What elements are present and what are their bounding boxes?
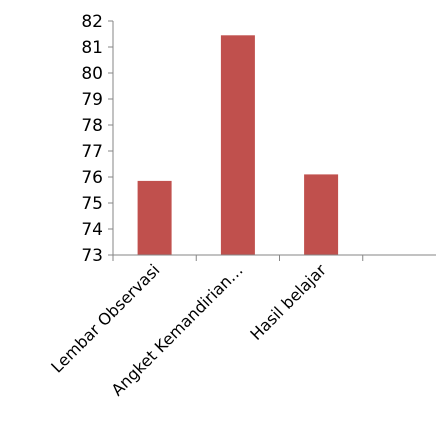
y-tick-label: 76 [81,168,103,188]
y-tick-label: 80 [81,64,103,84]
bars-layer [137,35,339,255]
y-tick-label: 81 [81,38,103,58]
y-tick-label: 73 [81,246,103,266]
y-tick-label: 74 [81,220,103,240]
axes-layer [108,20,436,261]
y-tick-label: 75 [81,194,103,214]
bar-2 [220,35,255,255]
y-tick-label: 77 [81,142,103,162]
y-tick-label: 79 [81,90,103,110]
y-tick-label: 82 [81,12,103,32]
bar-1 [137,180,172,255]
bar-3 [304,174,339,255]
x-tick-label: Hasil belajar [246,260,330,344]
y-tick-label: 78 [81,116,103,136]
